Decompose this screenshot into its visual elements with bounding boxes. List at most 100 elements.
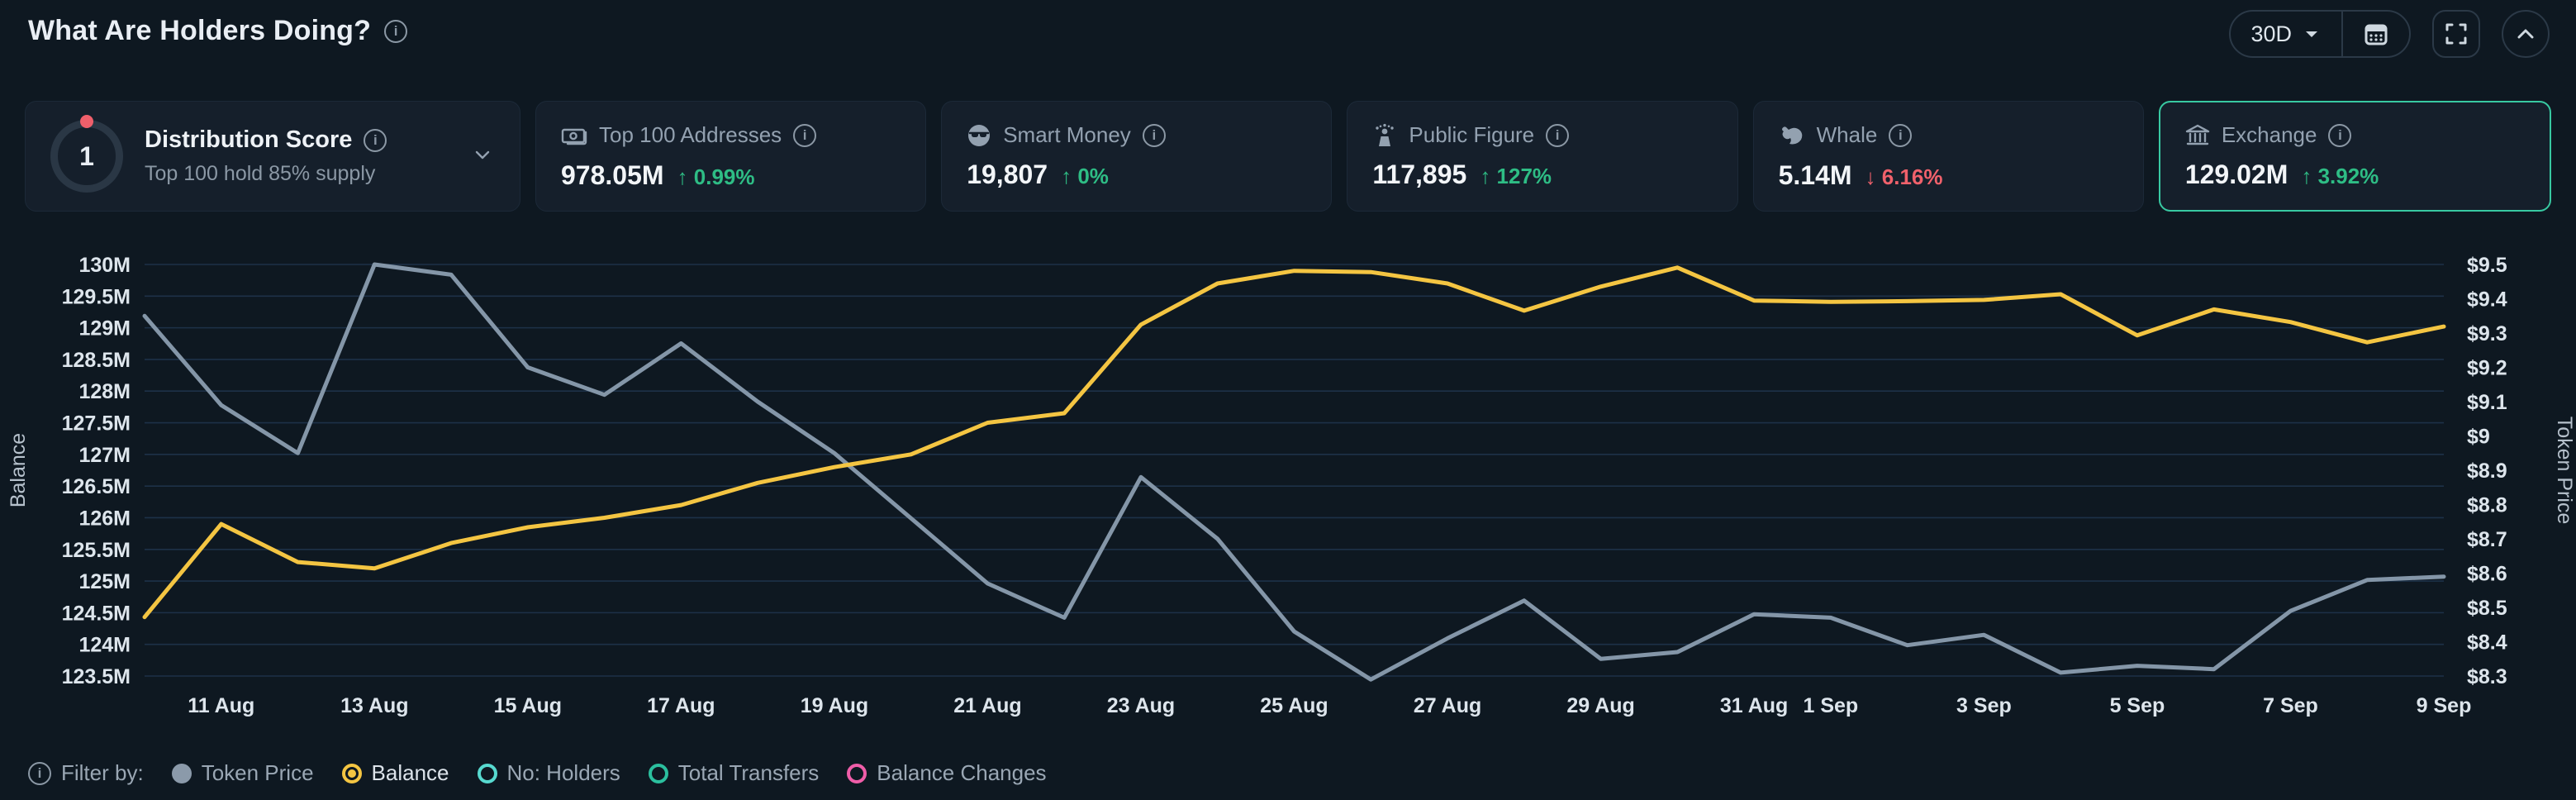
balance-line: [142, 265, 2446, 620]
arrow-up-icon: ↑: [1061, 164, 1072, 188]
calendar-icon: [2365, 24, 2388, 45]
page-header: What Are Holders Doing?: [28, 15, 408, 47]
chevron-down-icon: [475, 150, 490, 159]
info-icon[interactable]: [1142, 123, 1166, 147]
chevron-down-icon: [2306, 31, 2317, 37]
no-holders-ring-icon: [477, 763, 497, 783]
token-price-dot-icon: [171, 763, 192, 783]
y-left-tick: 124M: [78, 634, 131, 657]
public-figure-icon: [1376, 123, 1395, 146]
y-right-tick: $8.3: [2467, 665, 2507, 688]
y-left-tick: 127M: [78, 444, 131, 467]
y-right-axis-title: Token Price: [2553, 417, 2576, 525]
y-right-tick: $9.1: [2467, 391, 2507, 414]
info-icon[interactable]: [28, 761, 51, 785]
y-left-tick: 128.5M: [62, 349, 131, 372]
balance-changes-ring-icon: [847, 763, 867, 783]
info-icon[interactable]: [2328, 123, 2352, 147]
chart-controls: 30D: [2229, 10, 2550, 58]
legend-item-balance[interactable]: Balance: [341, 760, 449, 786]
legend-label: Balance: [371, 760, 449, 785]
fullscreen-button[interactable]: [2432, 10, 2480, 58]
card-whale[interactable]: Whale 5.14M ↓ 6.16%: [1752, 101, 2144, 212]
arrow-up-icon: ↑: [2301, 164, 2312, 188]
y-right-tick: $8.7: [2467, 528, 2507, 551]
info-icon[interactable]: [384, 19, 408, 43]
holders-balance-price-chart[interactable]: 130M 129.5M 129M 128.5M 128M 127.5M 127M 126.5M…: [0, 213, 2576, 734]
x-tick: 13 Aug: [340, 694, 408, 717]
card-smart-money[interactable]: Smart Money 19,807 ↑ 0%: [941, 101, 1333, 212]
x-tick: 5 Sep: [2110, 694, 2165, 717]
y-right-tick: $9.4: [2467, 288, 2507, 312]
card-value: 19,807: [967, 160, 1048, 189]
x-tick: 17 Aug: [647, 694, 715, 717]
banknote-icon: [561, 128, 587, 145]
x-tick: 11 Aug: [188, 694, 254, 717]
card-label: Top 100 Addresses: [599, 122, 782, 147]
card-change: ↑ 0%: [1061, 164, 1109, 188]
chevron-up-icon: [2517, 29, 2534, 39]
info-icon[interactable]: [1546, 123, 1570, 147]
x-tick: 29 Aug: [1566, 694, 1634, 717]
whale-icon: [1781, 126, 1802, 144]
y-right-tick: $8.5: [2467, 597, 2507, 620]
legend-item-balance-changes[interactable]: Balance Changes: [847, 760, 1047, 786]
y-right-tick: $8.9: [2467, 460, 2507, 483]
y-right-tick: $9.5: [2467, 254, 2507, 277]
distribution-score-value: 1: [79, 140, 94, 171]
y-left-tick: 125M: [78, 570, 131, 593]
total-transfers-ring-icon: [648, 763, 668, 783]
info-icon[interactable]: [364, 128, 387, 152]
card-change: ↑ 127%: [1480, 164, 1552, 188]
card-label: Whale: [1816, 122, 1878, 147]
x-tick: 31 Aug: [1720, 694, 1788, 717]
legend-item-no-holders[interactable]: No: Holders: [477, 760, 620, 786]
smart-money-face-icon: [968, 124, 991, 146]
card-label: Smart Money: [1003, 122, 1131, 147]
range-selector[interactable]: 30D: [2231, 12, 2341, 56]
collapse-button[interactable]: [2502, 10, 2550, 58]
card-subtitle: Top 100 hold 85% supply: [145, 162, 376, 185]
info-icon[interactable]: [1889, 123, 1913, 147]
bank-icon: [2185, 124, 2210, 145]
card-exchange[interactable]: Exchange 129.02M ↑ 3.92%: [2158, 101, 2552, 212]
legend-prefix-label: Filter by:: [61, 760, 144, 785]
time-range-group: 30D: [2229, 10, 2411, 58]
y-left-tick: 124.5M: [62, 602, 131, 625]
x-tick: 27 Aug: [1414, 694, 1481, 717]
card-value: 117,895: [1372, 160, 1467, 189]
card-change: ↑ 3.92%: [2301, 164, 2379, 188]
y-right-tick: $9.2: [2467, 357, 2507, 380]
card-change: ↓ 6.16%: [1865, 164, 1943, 189]
card-top-100-addresses[interactable]: Top 100 Addresses 978.05M ↑ 0.99%: [535, 101, 927, 212]
x-tick: 25 Aug: [1260, 694, 1328, 717]
x-tick: 23 Aug: [1107, 694, 1175, 717]
card-label: Distribution Score: [145, 126, 353, 153]
chart-legend: Filter by: Token Price Balance No: Holde…: [28, 760, 1047, 786]
y-right-tick: $9.3: [2467, 322, 2507, 345]
y-left-axis-title: Balance: [7, 433, 30, 507]
y-left-tick: 128M: [78, 380, 131, 403]
card-public-figure[interactable]: Public Figure 117,895 ↑ 127%: [1347, 101, 1738, 212]
card-distribution-score[interactable]: 1 Distribution Score Top 100 hold 85% su…: [25, 101, 520, 212]
arrow-up-icon: ↑: [1480, 164, 1491, 188]
y-right-tick: $9: [2467, 426, 2490, 449]
y-left-tick: 126.5M: [62, 475, 131, 498]
y-left-tick: 126M: [78, 507, 131, 530]
x-tick: 7 Sep: [2263, 694, 2318, 717]
x-tick: 15 Aug: [494, 694, 562, 717]
x-tick: 1 Sep: [1804, 694, 1859, 717]
arrow-up-icon: ↑: [677, 164, 688, 189]
legend-label: No: Holders: [506, 760, 620, 785]
y-left-tick: 125.5M: [62, 539, 131, 562]
x-tick: 9 Sep: [2417, 694, 2472, 717]
expand-card-button[interactable]: [470, 142, 495, 171]
y-left-tick: 123.5M: [62, 665, 131, 688]
legend-item-token-price[interactable]: Token Price: [171, 760, 314, 786]
range-value: 30D: [2250, 21, 2292, 46]
card-label: Public Figure: [1409, 122, 1535, 147]
legend-item-total-transfers[interactable]: Total Transfers: [648, 760, 819, 786]
page-title: What Are Holders Doing?: [28, 15, 372, 46]
info-icon[interactable]: [793, 123, 817, 147]
calendar-button[interactable]: [2343, 12, 2409, 56]
